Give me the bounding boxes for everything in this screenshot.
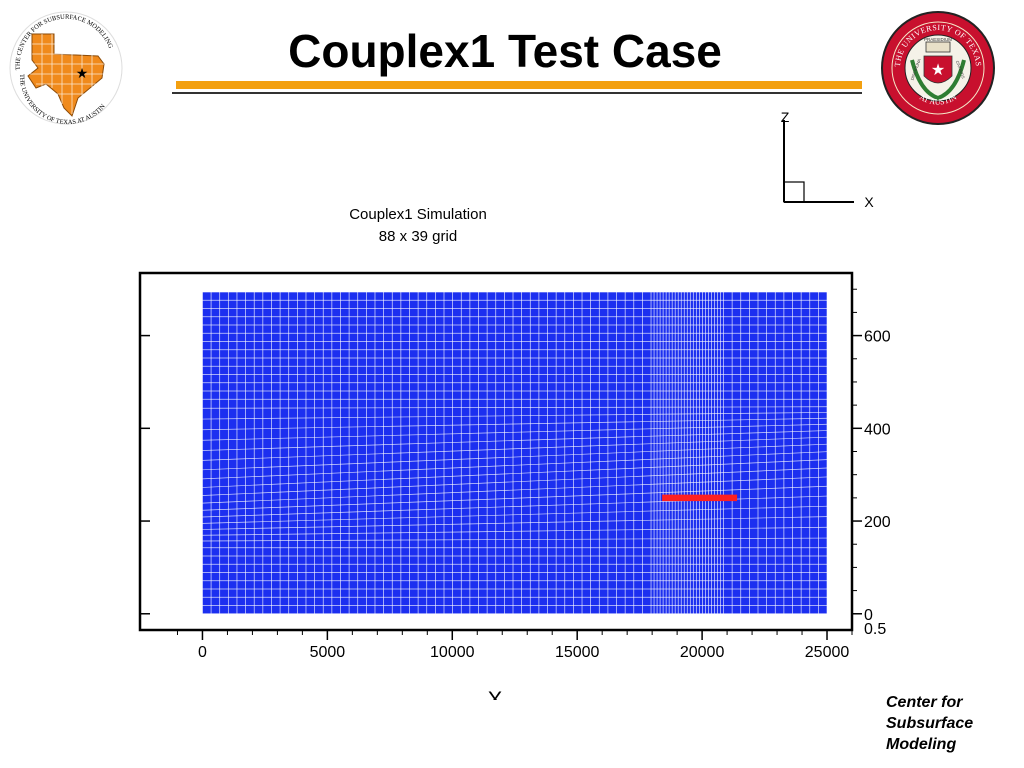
x-axis-label: X [488, 687, 503, 700]
grid-hline [202, 443, 828, 471]
chart-title: Couplex1 Simulation [349, 206, 487, 223]
grid-hline [202, 436, 828, 461]
y-tick-label: 0 [864, 607, 873, 624]
y-tick-label: 600 [864, 329, 891, 346]
grid-domain [202, 292, 828, 614]
y-tick-label: 200 [864, 514, 891, 531]
slide-title: Couplex1 Test Case [288, 25, 722, 77]
center-footer: Center for Subsurface Modeling [886, 692, 1016, 755]
csm-logo: ★ THE CENTER FOR SUBSURFACE MODELING THE… [9, 11, 123, 126]
grid-hline [202, 412, 828, 420]
grid-hline [202, 417, 828, 431]
x-tick-label: 0 [198, 644, 207, 661]
x-tick-label: 25000 [805, 644, 850, 661]
grid-hline [202, 423, 828, 441]
x-tick-label: 20000 [680, 644, 725, 661]
ut-seal-text-bottom: AT AUSTIN [918, 93, 959, 107]
footer-line-1: Center for [886, 694, 963, 711]
z-axis-label: Z [781, 109, 790, 125]
grid-hline [202, 430, 828, 451]
chart-subtitle: 88 x 39 grid [379, 228, 457, 245]
grid-hline [202, 467, 828, 496]
grid-hline [202, 485, 828, 511]
extra-tick-label: 0.5 [864, 621, 886, 638]
ut-seal-word-3: CIVITATIS [955, 60, 966, 79]
grid-hline [202, 526, 828, 536]
orientation-axes-icon: Z X [781, 109, 875, 210]
footer-line-2: Subsurface [886, 715, 974, 732]
grid-hline [202, 406, 828, 409]
grid-plot: Couplex1 Simulation 88 x 39 grid X 0 5000… [138, 206, 891, 700]
title-accent-rule [176, 81, 862, 89]
x-axis-icon-label: X [864, 194, 874, 210]
grid-hline [202, 459, 828, 488]
x-tick-label: 15000 [555, 644, 600, 661]
grid-hline [202, 516, 828, 530]
texas-map-shape [27, 33, 105, 117]
svg-text:AT AUSTIN: AT AUSTIN [918, 93, 959, 107]
grid-hline [202, 451, 828, 480]
ut-seal-word-1: PRAESIDIUM [924, 37, 952, 42]
grid-hline [202, 505, 828, 524]
star-icon: ★ [76, 65, 89, 81]
title-dark-rule [172, 92, 862, 94]
ut-seal-logo: ★ THE UNIVERSITY OF TEXAS AT AUSTIN PRAE… [881, 11, 995, 125]
y-tick-label: 400 [864, 421, 891, 438]
x-tick-label: 10000 [430, 644, 475, 661]
footer-line-3: Modeling [886, 736, 957, 753]
grid-hline [202, 537, 828, 542]
grid-hline [202, 476, 828, 504]
x-tick-label: 5000 [310, 644, 346, 661]
highlight-region [662, 494, 738, 502]
star-icon: ★ [931, 62, 945, 79]
